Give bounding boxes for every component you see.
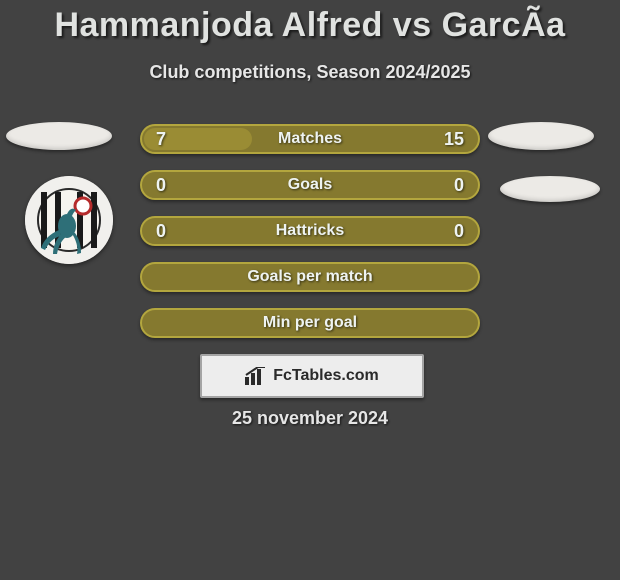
stat-value-left: 7 [156, 126, 166, 152]
stat-row: Goals0 0 [140, 170, 480, 200]
page-title: Hammanjoda Alfred vs GarcÃ­a [0, 6, 620, 45]
stat-value-right: 0 [454, 172, 464, 198]
stat-label: Matches [142, 126, 478, 152]
attribution-text: FcTables.com [273, 367, 379, 385]
stat-value-right: 15 [444, 126, 464, 152]
stat-value-left: 0 [156, 218, 166, 244]
stat-label: Hattricks [142, 218, 478, 244]
stat-label: Goals [142, 172, 478, 198]
placeholder-ellipse-mid-right [500, 176, 600, 202]
date-text: 25 november 2024 [0, 408, 620, 429]
placeholder-ellipse-top-left [6, 122, 112, 150]
subtitle: Club competitions, Season 2024/2025 [0, 62, 620, 83]
placeholder-ellipse-top-right [488, 122, 594, 150]
attribution-badge: FcTables.com [200, 354, 424, 398]
stat-row: Matches7 15 [140, 124, 480, 154]
stat-row: Hattricks0 0 [140, 216, 480, 246]
stat-row: Min per goal [140, 308, 480, 338]
stat-label: Min per goal [142, 310, 478, 336]
club-crest-icon [25, 176, 113, 264]
stat-row: Goals per match [140, 262, 480, 292]
stat-value-right: 0 [454, 218, 464, 244]
stat-label: Goals per match [142, 264, 478, 290]
root: Hammanjoda Alfred vs GarcÃ­a Club compet… [0, 0, 620, 580]
club-badge-left [25, 176, 113, 264]
stat-value-left: 0 [156, 172, 166, 198]
bar-chart-icon [245, 367, 267, 385]
